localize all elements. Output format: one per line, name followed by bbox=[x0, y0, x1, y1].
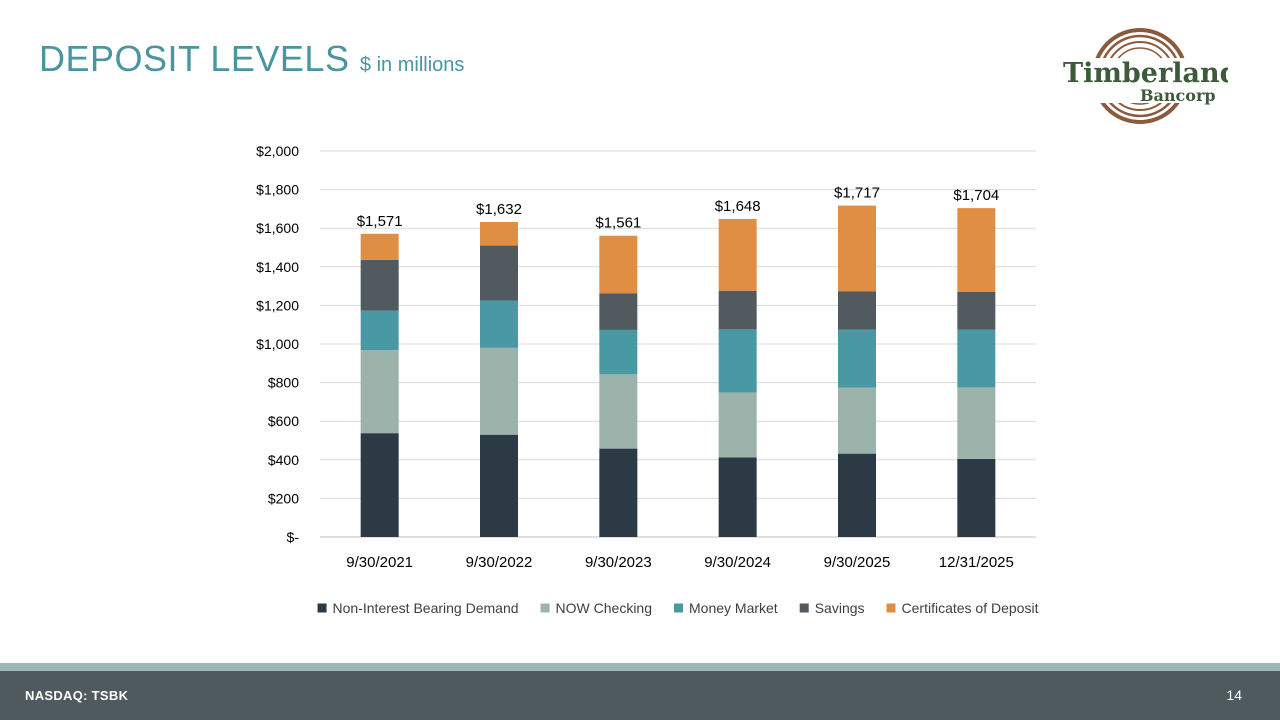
x-tick-label: 9/30/2024 bbox=[704, 554, 771, 571]
bar-segment-money-market bbox=[360, 310, 399, 351]
bar-total-label: $1,648 bbox=[715, 198, 761, 215]
bar-segment-non-interest-bearing-demand bbox=[599, 448, 638, 537]
y-tick-label: $2,000 bbox=[256, 143, 299, 159]
bar-segment-certificates-of-deposit bbox=[957, 208, 996, 292]
bar-segment-savings bbox=[957, 291, 996, 330]
y-tick-label: $1,000 bbox=[256, 336, 299, 352]
bar-total-label: $1,571 bbox=[357, 213, 403, 230]
chart-bars bbox=[360, 205, 996, 537]
x-tick-label: 12/31/2025 bbox=[939, 554, 1014, 571]
y-tick-label: $600 bbox=[268, 413, 299, 429]
bar-segment-money-market bbox=[957, 329, 996, 388]
bar-segment-now-checking bbox=[957, 387, 996, 459]
footer-stripe bbox=[0, 663, 1280, 671]
bar-segment-non-interest-bearing-demand bbox=[360, 433, 399, 537]
bar-segment-now-checking bbox=[599, 374, 638, 449]
bar-segment-certificates-of-deposit bbox=[480, 222, 518, 246]
bar-segment-now-checking bbox=[718, 392, 757, 458]
bar-segment-savings bbox=[360, 259, 399, 311]
bar-segment-savings bbox=[480, 245, 518, 301]
y-tick-label: $400 bbox=[268, 452, 299, 468]
bar-total-label: $1,704 bbox=[953, 187, 999, 204]
legend-swatch-non-interest-bearing-demand bbox=[317, 603, 327, 613]
legend-swatch-now-checking bbox=[540, 603, 550, 613]
bar-segment-now-checking bbox=[480, 347, 518, 435]
legend-swatch-money-market bbox=[674, 603, 683, 613]
x-tick-label: 9/30/2022 bbox=[466, 554, 533, 571]
footer-ticker: NASDAQ: TSBK bbox=[25, 688, 129, 703]
bar-segment-money-market bbox=[718, 329, 757, 393]
title-main: DEPOSIT LEVELS bbox=[39, 38, 350, 79]
bar-segment-non-interest-bearing-demand bbox=[718, 457, 757, 537]
bar-segment-certificates-of-deposit bbox=[599, 235, 638, 294]
x-tick-label: 9/30/2025 bbox=[824, 554, 891, 571]
bar-total-labels: $1,571 $1,632 $1,561 $1,648 $1,717 $1,704 bbox=[357, 185, 1000, 232]
title-subtitle: $ in millions bbox=[359, 54, 465, 76]
bar-total-label: $1,717 bbox=[834, 185, 880, 202]
logo-text-line1: Timberland bbox=[1063, 58, 1228, 89]
bar-total-label: $1,632 bbox=[476, 201, 522, 218]
x-tick-label: 9/30/2021 bbox=[346, 554, 413, 571]
legend-label: Savings bbox=[815, 600, 865, 616]
tree-rings-icon bbox=[1058, 28, 1228, 124]
bar-segment-money-market bbox=[838, 329, 876, 388]
legend-swatch-certificates-of-deposit bbox=[886, 603, 896, 613]
legend-swatch-savings bbox=[799, 603, 809, 613]
chart-gridlines bbox=[320, 150, 1036, 538]
y-tick-label: $800 bbox=[268, 375, 299, 391]
y-tick-label: $1,800 bbox=[256, 182, 299, 198]
bar-segment-non-interest-bearing-demand bbox=[838, 453, 876, 537]
bar-segment-now-checking bbox=[360, 350, 399, 434]
y-tick-label: $1,200 bbox=[256, 297, 299, 313]
bar-segment-non-interest-bearing-demand bbox=[957, 458, 996, 537]
chart-legend: Non-Interest Bearing Demand NOW Checking M… bbox=[317, 600, 1039, 616]
y-tick-label: $1,600 bbox=[256, 220, 299, 236]
bar-segment-now-checking bbox=[838, 387, 876, 454]
legend-label: Money Market bbox=[689, 600, 778, 616]
bar-segment-non-interest-bearing-demand bbox=[480, 434, 518, 537]
x-axis: 9/30/2021 9/30/2022 9/30/2023 9/30/2024 9/30… bbox=[346, 554, 1014, 571]
bar-segment-certificates-of-deposit bbox=[360, 233, 399, 260]
legend-label: NOW Checking bbox=[556, 600, 652, 616]
timberland-logo: Timberland Bancorp bbox=[1058, 28, 1228, 124]
bar-segment-savings bbox=[838, 291, 876, 330]
bar-total-label: $1,561 bbox=[595, 215, 641, 232]
y-tick-label: $200 bbox=[268, 490, 299, 506]
y-axis: $- $200 $400 $600 $800 $1,000 $1,200 $1,400 $1,6… bbox=[256, 143, 299, 545]
slide-title: DEPOSIT LEVELS $ in millions bbox=[39, 38, 464, 80]
deposit-levels-chart: $- $200 $400 $600 $800 $1,000 $1,200 $1,400 $1,6… bbox=[256, 143, 1039, 616]
x-tick-label: 9/30/2023 bbox=[585, 554, 652, 571]
bar-segment-certificates-of-deposit bbox=[838, 205, 876, 292]
bar-segment-savings bbox=[718, 290, 757, 330]
y-tick-label: $1,400 bbox=[256, 259, 299, 275]
bar-segment-money-market bbox=[480, 300, 518, 348]
legend-label: Non-Interest Bearing Demand bbox=[333, 600, 519, 616]
bar-segment-savings bbox=[599, 293, 638, 330]
legend-label: Certificates of Deposit bbox=[902, 600, 1039, 616]
page-number: 14 bbox=[1226, 687, 1242, 703]
y-tick-label: $- bbox=[287, 529, 300, 545]
footer-bar: NASDAQ: TSBK 14 bbox=[0, 671, 1280, 720]
bar-segment-certificates-of-deposit bbox=[718, 218, 757, 291]
bar-segment-money-market bbox=[599, 329, 638, 375]
logo-text-line2: Bancorp bbox=[1140, 86, 1216, 105]
